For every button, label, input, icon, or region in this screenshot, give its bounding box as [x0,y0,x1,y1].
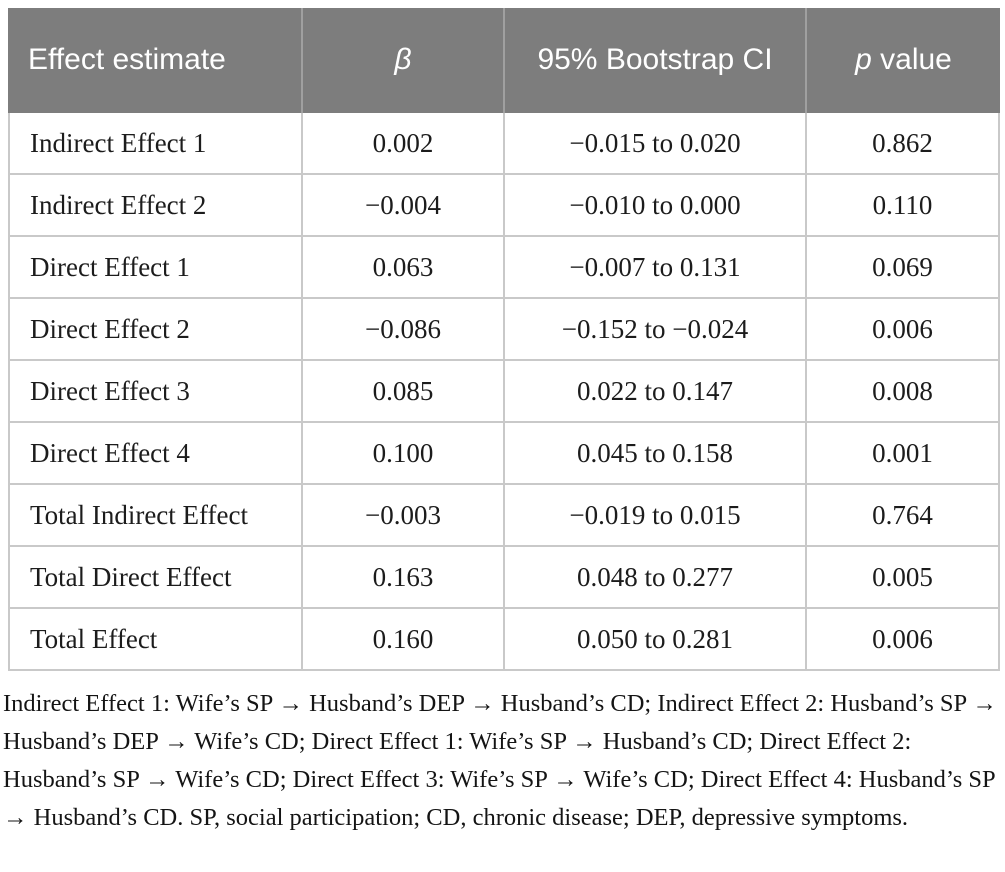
column-header-bootstrap-ci: 95% Bootstrap CI [503,8,805,113]
cell-beta: 0.085 [301,361,503,423]
table-footnote: Indirect Effect 1: Wife’s SP → Husband’s… [3,690,997,831]
column-header-p-value-italic: p [855,43,872,77]
column-header-bootstrap-ci-label: 95% Bootstrap CI [537,43,773,77]
table-body: Indirect Effect 1 0.002 −0.015 to 0.020 … [8,113,1000,671]
cell-p: 0.005 [805,547,1000,609]
cell-ci: −0.019 to 0.015 [503,485,805,547]
cell-p: 0.006 [805,609,1000,671]
page-root: Effect estimate β 95% Bootstrap CI p val… [3,8,1000,831]
cell-effect: Direct Effect 2 [8,299,301,361]
cell-beta: 0.002 [301,113,503,175]
cell-ci: −0.010 to 0.000 [503,175,805,237]
cell-p: 0.069 [805,237,1000,299]
table-header: Effect estimate β 95% Bootstrap CI p val… [8,8,1000,113]
column-header-p-value: p value [805,8,1000,113]
column-header-beta-label: β [394,43,412,77]
table-row: Direct Effect 2 −0.086 −0.152 to −0.024 … [8,299,1000,361]
table-row: Indirect Effect 2 −0.004 −0.010 to 0.000… [8,175,1000,237]
cell-effect: Total Indirect Effect [8,485,301,547]
cell-effect: Indirect Effect 2 [8,175,301,237]
cell-p: 0.008 [805,361,1000,423]
cell-effect: Direct Effect 4 [8,423,301,485]
header-row: Effect estimate β 95% Bootstrap CI p val… [8,8,1000,113]
cell-beta: −0.003 [301,485,503,547]
cell-p: 0.764 [805,485,1000,547]
cell-effect: Total Direct Effect [8,547,301,609]
cell-p: 0.862 [805,113,1000,175]
cell-beta: −0.086 [301,299,503,361]
cell-beta: 0.160 [301,609,503,671]
column-header-effect-estimate: Effect estimate [8,8,301,113]
table-row: Total Effect 0.160 0.050 to 0.281 0.006 [8,609,1000,671]
cell-effect: Direct Effect 1 [8,237,301,299]
table-row: Total Indirect Effect −0.003 −0.019 to 0… [8,485,1000,547]
table-row: Direct Effect 1 0.063 −0.007 to 0.131 0.… [8,237,1000,299]
column-header-p-value-rest: value [871,43,952,77]
cell-beta: 0.163 [301,547,503,609]
cell-ci: 0.045 to 0.158 [503,423,805,485]
cell-ci: −0.007 to 0.131 [503,237,805,299]
table-row: Total Direct Effect 0.163 0.048 to 0.277… [8,547,1000,609]
column-header-beta: β [301,8,503,113]
cell-ci: −0.152 to −0.024 [503,299,805,361]
cell-beta: 0.100 [301,423,503,485]
table-row: Direct Effect 4 0.100 0.045 to 0.158 0.0… [8,423,1000,485]
table-row: Indirect Effect 1 0.002 −0.015 to 0.020 … [8,113,1000,175]
cell-p: 0.110 [805,175,1000,237]
effect-estimates-table: Effect estimate β 95% Bootstrap CI p val… [8,8,1000,671]
cell-p: 0.001 [805,423,1000,485]
column-header-effect-estimate-label: Effect estimate [28,43,226,77]
cell-beta: 0.063 [301,237,503,299]
cell-beta: −0.004 [301,175,503,237]
cell-ci: 0.048 to 0.277 [503,547,805,609]
table-row: Direct Effect 3 0.085 0.022 to 0.147 0.0… [8,361,1000,423]
cell-ci: −0.015 to 0.020 [503,113,805,175]
cell-p: 0.006 [805,299,1000,361]
cell-effect: Direct Effect 3 [8,361,301,423]
cell-effect: Indirect Effect 1 [8,113,301,175]
cell-ci: 0.022 to 0.147 [503,361,805,423]
cell-ci: 0.050 to 0.281 [503,609,805,671]
cell-effect: Total Effect [8,609,301,671]
